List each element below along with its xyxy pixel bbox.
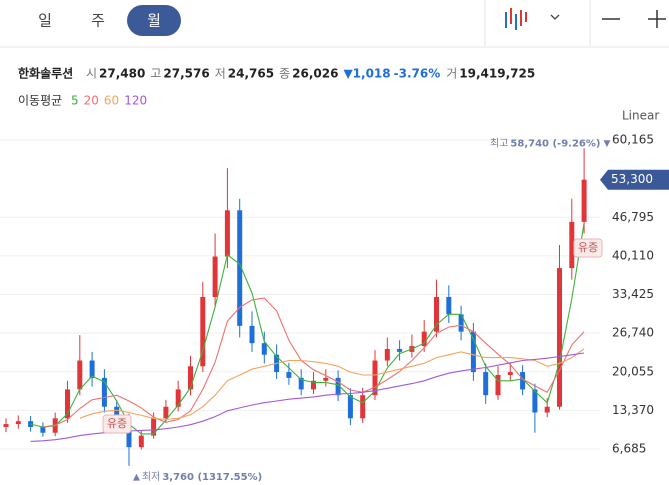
- field-label: 거: [446, 67, 457, 81]
- candle-body: [200, 296, 206, 367]
- field-label: 저: [215, 67, 226, 81]
- candle-body: [335, 377, 341, 396]
- candle-body: [151, 418, 157, 436]
- candle-body: [311, 380, 316, 390]
- y-tick-label: 46,795: [612, 210, 654, 224]
- candle-body: [101, 377, 107, 407]
- high-text: 58,740 (-9.26%): [510, 138, 600, 149]
- candle-body: [557, 268, 562, 407]
- y-tick-label: 40,110: [612, 248, 654, 262]
- candle-body: [458, 314, 464, 332]
- high-marker: ▼: [603, 139, 610, 149]
- candle-body: [28, 421, 34, 427]
- tab-week[interactable]: 주: [91, 12, 105, 30]
- y-tick-label: 6,685: [612, 442, 646, 456]
- candle-body: [249, 325, 255, 344]
- field-label: 고: [150, 67, 161, 81]
- candle-icon[interactable]: [505, 8, 527, 30]
- scale-mode[interactable]: Linear: [622, 109, 659, 123]
- field-value: 19,419,725: [459, 67, 535, 81]
- candle-body: [323, 377, 329, 381]
- field-value: 24,765: [228, 67, 274, 81]
- legend-entry: 5: [71, 94, 79, 108]
- high-label: 최고: [490, 137, 508, 149]
- candle-body: [372, 360, 378, 396]
- candle-body: [89, 360, 95, 378]
- candle-body: [15, 421, 21, 425]
- candle-body: [163, 406, 169, 419]
- candle-body: [347, 395, 353, 419]
- candle-body: [507, 372, 513, 375]
- tab-month[interactable]: 월: [147, 12, 161, 30]
- zoom-in[interactable]: [648, 10, 666, 28]
- candle-body: [237, 210, 243, 326]
- stock-name: 한화솔루션: [18, 66, 73, 81]
- low-marker: ▲: [133, 473, 140, 483]
- candle-body: [544, 406, 550, 413]
- candle-body: [421, 331, 427, 347]
- candle-body: [446, 296, 452, 315]
- legend-entry: 60: [104, 94, 119, 108]
- y-tick-label: 13,370: [612, 403, 654, 417]
- candle-body: [495, 374, 501, 396]
- candle-body: [581, 179, 587, 222]
- field-label: 시: [86, 67, 97, 81]
- candle-body: [138, 435, 144, 448]
- low-label: 최저: [142, 471, 160, 483]
- legend-entry: 120: [124, 94, 147, 108]
- active-tab-bg: [127, 5, 181, 36]
- event-tag: 유증: [578, 241, 598, 254]
- candle-body: [188, 366, 193, 390]
- field-value: 27,480: [99, 67, 145, 81]
- candle-body: [397, 348, 403, 352]
- event-tag: 유증: [107, 417, 127, 430]
- candle-body: [286, 372, 292, 378]
- candle-body: [483, 372, 489, 396]
- field-label: 종: [279, 67, 290, 81]
- ma-title: 이동평균: [18, 94, 62, 108]
- candle-body: [3, 424, 9, 427]
- event-tag-bg: [573, 238, 603, 258]
- candle-body: [224, 210, 230, 257]
- price-change-pct: -3.76%: [394, 67, 441, 81]
- legend-entry: 20: [84, 94, 99, 108]
- candle-body: [77, 360, 83, 390]
- candle-body: [569, 221, 575, 269]
- candle-body: [470, 331, 476, 373]
- candle-body: [298, 377, 304, 390]
- y-tick-label: 20,055: [612, 364, 654, 378]
- candle-body: [212, 256, 218, 297]
- y-tick-label: 26,740: [612, 326, 654, 340]
- y-tick-label: 60,165: [612, 133, 654, 147]
- field-value: 27,576: [163, 67, 209, 81]
- current-price-tag: [600, 169, 669, 190]
- ma-line: [79, 348, 585, 421]
- tab-day[interactable]: 일: [38, 12, 52, 30]
- price-change: ▼1,018: [343, 67, 390, 81]
- low-text: 3,760 (1317.55%): [162, 472, 262, 483]
- candle-body: [114, 406, 120, 419]
- candle-body: [520, 372, 526, 390]
- dropdown-chevron[interactable]: [550, 14, 560, 20]
- candle-body: [360, 395, 366, 419]
- candle-body: [532, 389, 538, 413]
- current-price-label: 53,300: [611, 172, 653, 186]
- event-tag-bg: [102, 414, 132, 434]
- candle-body: [384, 348, 390, 361]
- y-tick-label: 33,425: [612, 287, 654, 301]
- candle-body: [261, 343, 267, 355]
- candle-body: [434, 296, 439, 332]
- ma-line: [30, 222, 585, 435]
- candle-body: [65, 389, 70, 419]
- candle-body: [40, 426, 46, 433]
- candle-body: [175, 389, 181, 407]
- ma-line: [42, 297, 585, 428]
- field-value: 26,026: [292, 67, 338, 81]
